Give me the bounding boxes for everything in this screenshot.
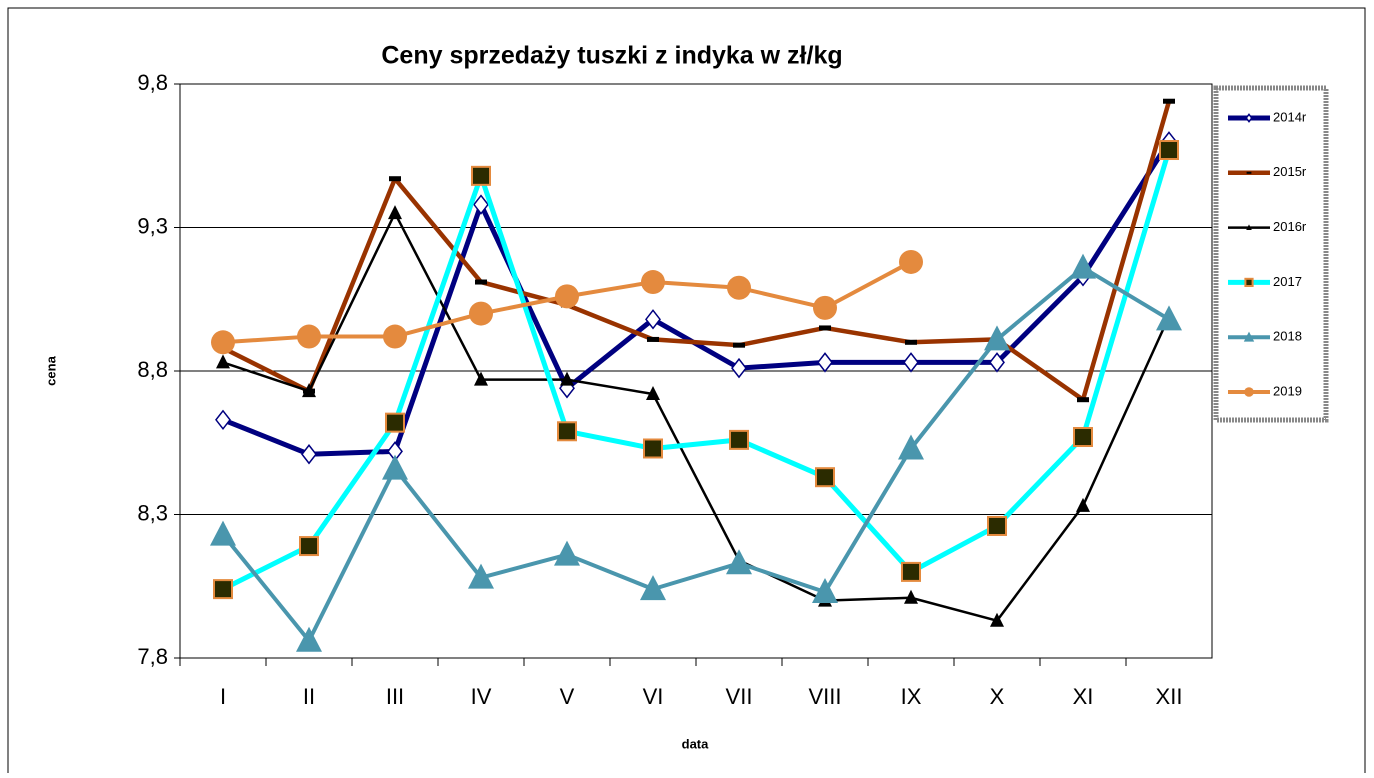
marker (1244, 387, 1254, 397)
marker (382, 454, 408, 480)
chart-title: Ceny sprzedaży tuszki z indyka w zł/kg (381, 42, 842, 70)
x-tick-label: XI (1073, 684, 1094, 709)
series-line (222, 211, 1171, 622)
marker (819, 325, 831, 331)
marker (1159, 140, 1179, 161)
marker (640, 575, 666, 601)
marker (903, 352, 919, 373)
y-axis-label: cena (43, 355, 58, 385)
x-tick-label: IX (901, 684, 922, 709)
x-tick-label: VIII (808, 684, 841, 709)
marker (297, 324, 321, 349)
x-tick-label: XII (1156, 684, 1183, 709)
series-line (221, 100, 1172, 402)
x-axis-label: data (682, 736, 710, 751)
legend-label: 2015r (1273, 164, 1307, 179)
marker (641, 270, 665, 295)
marker (557, 421, 577, 442)
marker (905, 339, 917, 345)
legend-label: 2019 (1273, 383, 1302, 398)
legend-label: 2017 (1273, 274, 1302, 289)
marker (901, 561, 921, 582)
marker (211, 330, 235, 355)
x-tick-label: I (220, 684, 226, 709)
marker (474, 371, 488, 386)
marker (989, 352, 1005, 373)
marker (296, 626, 322, 652)
x-tick-label: II (303, 684, 315, 709)
marker (1073, 427, 1093, 448)
marker (301, 444, 317, 465)
legend-box (1213, 85, 1329, 423)
marker (646, 385, 660, 400)
marker (1163, 98, 1175, 104)
series-line (221, 265, 1171, 643)
legend-label: 2018 (1273, 329, 1302, 344)
marker (731, 357, 747, 379)
marker (468, 563, 494, 589)
marker (898, 434, 924, 460)
marker (899, 249, 923, 274)
marker (385, 412, 405, 433)
y-tick-label: 8,3 (137, 500, 168, 525)
y-tick-label: 9,8 (137, 70, 168, 95)
x-tick-label: X (990, 684, 1005, 709)
marker (733, 342, 745, 348)
marker (904, 589, 918, 604)
x-tick-label: VII (726, 684, 753, 709)
marker (1246, 171, 1252, 174)
marker (302, 383, 316, 398)
marker (984, 325, 1010, 351)
marker (471, 165, 491, 186)
marker (990, 612, 1004, 627)
marker (727, 275, 751, 300)
y-tick-label: 8,8 (137, 357, 168, 382)
marker (210, 520, 236, 546)
x-tick-label: V (560, 684, 575, 709)
y-tick-label: 7,8 (137, 644, 168, 669)
marker (389, 176, 401, 182)
marker (1077, 397, 1089, 403)
marker (1243, 331, 1255, 342)
marker (815, 467, 835, 488)
marker (812, 577, 838, 603)
x-tick-label: IV (471, 684, 492, 709)
series-line (221, 149, 1172, 592)
x-tick-label: III (386, 684, 404, 709)
marker (1244, 277, 1254, 287)
y-tick-label: 9,3 (137, 213, 168, 238)
marker (726, 549, 752, 575)
marker (383, 324, 407, 349)
marker (817, 352, 833, 373)
marker (729, 429, 749, 450)
marker (555, 284, 579, 309)
marker (1245, 113, 1253, 123)
marker (554, 540, 580, 566)
marker (813, 295, 837, 320)
marker (643, 438, 663, 459)
marker (1156, 305, 1182, 331)
marker (216, 354, 230, 369)
marker (469, 301, 493, 326)
marker (473, 194, 489, 215)
marker (645, 309, 661, 330)
marker (299, 536, 319, 557)
marker (475, 279, 487, 285)
marker (1246, 224, 1252, 230)
marker (213, 579, 233, 600)
legend-label: 2016r (1273, 219, 1307, 234)
marker (560, 371, 574, 386)
x-tick-label: VI (643, 684, 664, 709)
marker (1070, 253, 1096, 279)
marker (647, 336, 659, 342)
marker (215, 409, 231, 431)
legend-label: 2014r (1273, 109, 1307, 124)
marker (987, 515, 1007, 536)
marker (1076, 497, 1090, 512)
marker (388, 205, 402, 220)
